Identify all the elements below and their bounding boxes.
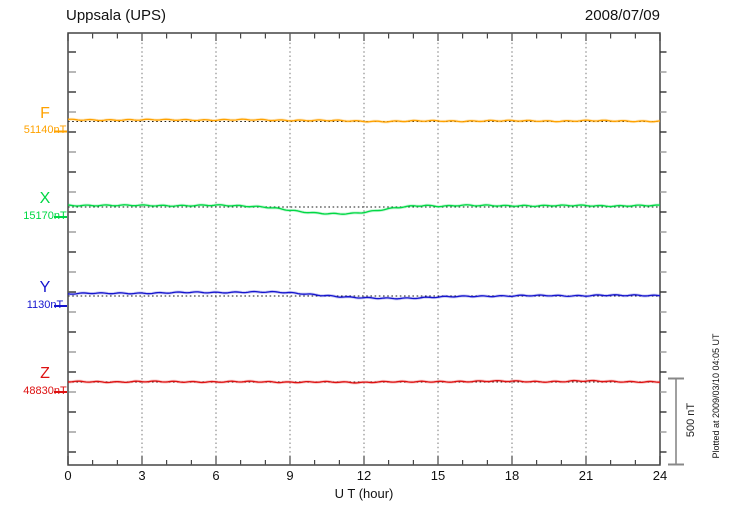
series-baseline-Z: 48830nT [23, 385, 67, 397]
x-tick-12: 12 [356, 468, 372, 483]
plot-frame [67, 32, 661, 466]
x-tick-9: 9 [286, 468, 294, 483]
x-tick-0: 0 [64, 468, 72, 483]
x-tick-3: 3 [138, 468, 146, 483]
trace-F [67, 118, 661, 123]
series-label-Y: Y [39, 279, 51, 296]
trace-X [67, 204, 661, 215]
series-baseline-X: 15170nT [23, 210, 67, 222]
plotted-at-note: Plotted at 2009/03/10 04:05 UT [711, 333, 721, 459]
x-tick-21: 21 [578, 468, 594, 483]
scale-bar-label: 500 nT [685, 402, 697, 438]
x-tick-6: 6 [212, 468, 220, 483]
series-label-X: X [39, 190, 51, 207]
series-baseline-Y: 1130nT [26, 299, 64, 311]
x-tick-18: 18 [504, 468, 520, 483]
trace-Y [67, 290, 661, 300]
trace-Z [68, 379, 660, 384]
plot-date: 2008/07/09 [584, 7, 660, 24]
x-axis-label: U T (hour) [334, 486, 394, 501]
series-label-F: F [40, 105, 50, 122]
x-tick-24: 24 [652, 468, 668, 483]
x-tick-15: 15 [430, 468, 446, 483]
page-title: Uppsala (UPS) [66, 7, 167, 24]
series-label-Z: Z [40, 365, 50, 382]
series-baseline-F: 51140nT [23, 124, 67, 136]
